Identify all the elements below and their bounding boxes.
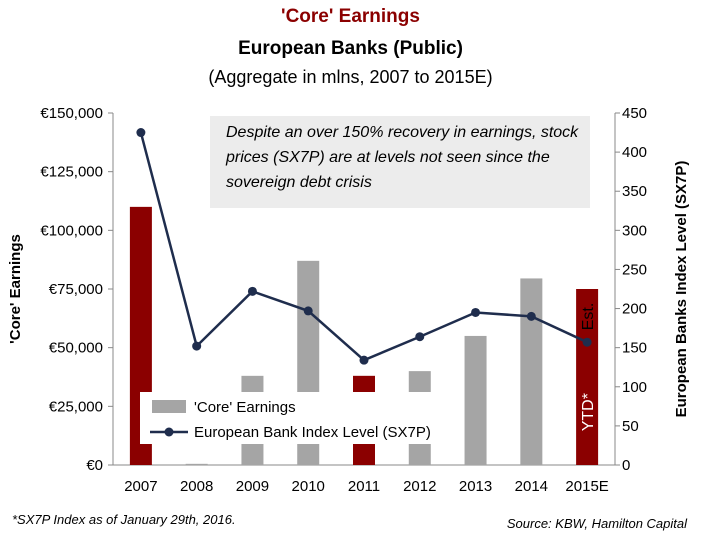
- x-tick-label: 2014: [515, 478, 548, 495]
- legend-label-line: European Bank Index Level (SX7P): [194, 424, 431, 441]
- legend-background: [140, 392, 452, 444]
- line-point-2008: [192, 341, 202, 351]
- ytd-label: YTD*: [580, 393, 597, 431]
- right-tick-label: 400: [622, 144, 647, 161]
- x-tick-label: 2009: [236, 478, 269, 495]
- x-tick-label: 2011: [348, 478, 380, 495]
- right-tick-label: 250: [622, 261, 647, 278]
- right-tick-label: 450: [622, 105, 647, 122]
- legend-swatch-marker: [164, 427, 174, 437]
- left-tick-label: €0: [86, 457, 103, 474]
- line-point-2015E: [582, 337, 592, 347]
- left-tick-label: €100,000: [40, 222, 103, 239]
- footnote-left: *SX7P Index as of January 29th, 2016.: [12, 512, 236, 527]
- right-tick-label: 350: [622, 183, 647, 200]
- right-tick-label: 0: [622, 457, 630, 474]
- est-label: Est.: [580, 303, 597, 331]
- line-point-2011: [359, 355, 369, 365]
- left-tick-label: €125,000: [40, 164, 103, 181]
- x-tick-label: 2010: [292, 478, 325, 495]
- line-point-2010: [303, 306, 313, 316]
- bar-2015E: [576, 289, 599, 465]
- right-tick-label: 300: [622, 222, 647, 239]
- bar-2013: [464, 335, 487, 465]
- y-axis-label-right: European Banks Index Level (SX7P): [673, 161, 690, 418]
- y-axis-label-left: 'Core' Earnings: [7, 234, 24, 344]
- chart-subtitle-2: (Aggregate in mlns, 2007 to 2015E): [208, 67, 493, 87]
- right-tick-label: 100: [622, 379, 647, 396]
- chart-subtitle: European Banks (Public): [238, 38, 463, 59]
- line-point-2014: [526, 311, 536, 321]
- x-tick-label: 2012: [403, 478, 436, 495]
- footnote-right: Source: KBW, Hamilton Capital: [506, 516, 687, 531]
- legend-swatch-bar: [152, 400, 186, 413]
- right-tick-label: 200: [622, 301, 647, 318]
- line-point-2013: [471, 307, 481, 317]
- left-tick-label: €50,000: [49, 340, 103, 357]
- bar-2008: [185, 463, 208, 465]
- left-tick-label: €75,000: [49, 281, 103, 298]
- line-point-2009: [247, 286, 257, 296]
- right-tick-label: 50: [622, 418, 639, 435]
- x-tick-label: 2008: [180, 478, 213, 495]
- right-tick-label: 150: [622, 340, 647, 357]
- x-tick-label: 2015E: [565, 478, 608, 495]
- x-tick-label: 2013: [459, 478, 492, 495]
- x-tick-label: 2007: [124, 478, 157, 495]
- legend-label-bar: 'Core' Earnings: [194, 399, 296, 416]
- bar-2014: [520, 278, 543, 465]
- line-point-2007: [136, 128, 146, 138]
- left-tick-label: €150,000: [40, 105, 103, 122]
- line-point-2012: [415, 332, 425, 342]
- chart-title: 'Core' Earnings: [281, 6, 420, 27]
- left-tick-label: €25,000: [49, 398, 103, 415]
- annotation-box: Despite an over 150% recovery in earning…: [210, 116, 590, 208]
